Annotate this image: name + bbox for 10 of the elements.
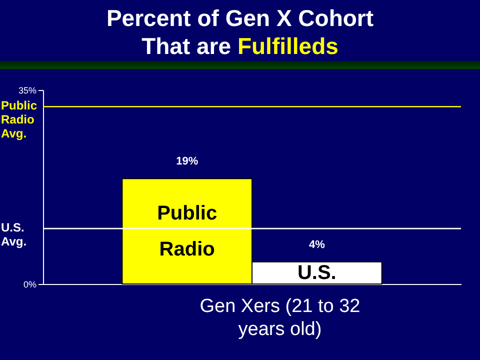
data-label: 19% [176,156,198,168]
y-tick-label: 35% [18,86,36,96]
x-axis-title: Gen Xers (21 to 32 years old) [198,295,362,341]
y-tick-label: 0% [23,280,36,290]
data-label: 4% [308,238,326,251]
x-tick-label: U.S. [297,262,336,284]
chart-title: Percent of Gen X Cohort That are Fulfilleds [105,4,375,60]
ref-line-label: U.S. Avg. [1,220,27,249]
x-tick-label: Public Radio [157,202,218,260]
ref-line-label: Public Radio Avg. [1,98,38,141]
